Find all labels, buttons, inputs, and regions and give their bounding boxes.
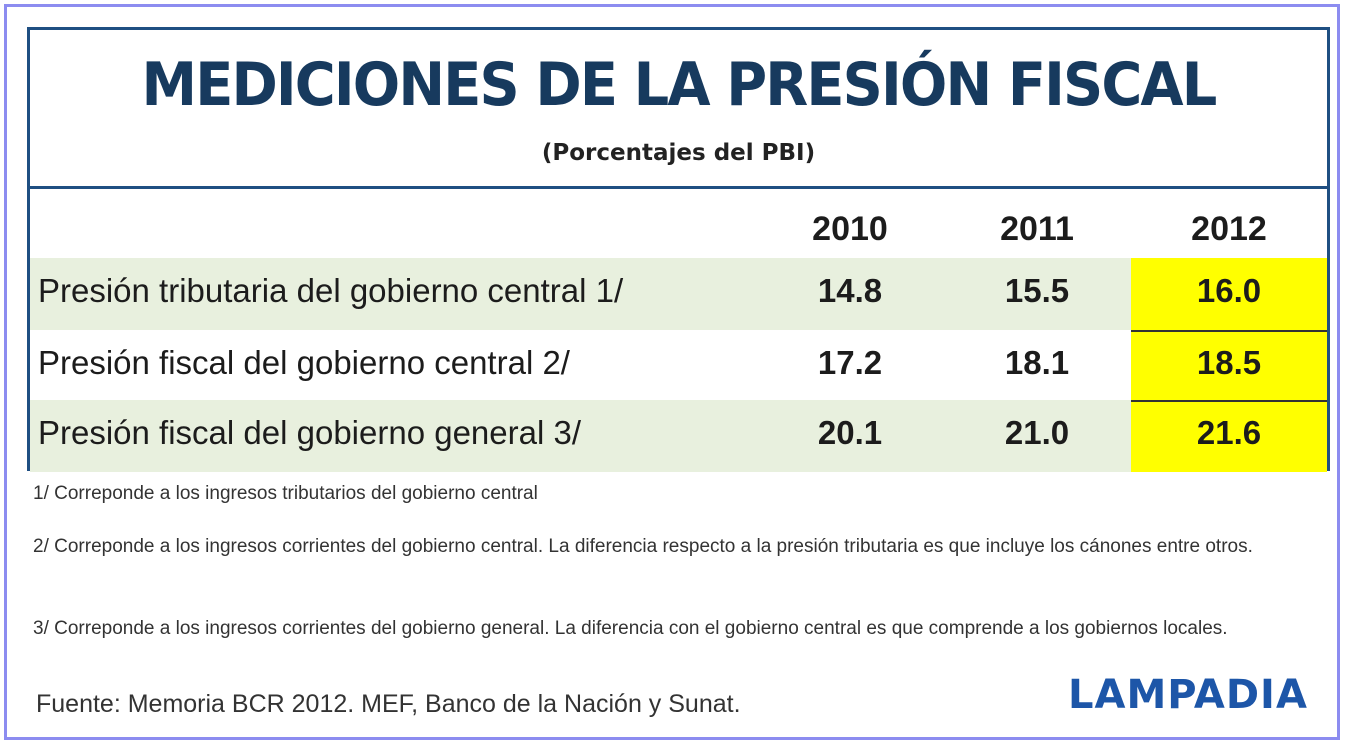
cell-value: 18.1 [1004,344,1070,381]
cell-value: 14.8 [817,272,883,309]
cell-value-highlight: 16.0 [1196,272,1262,309]
footnote-2: 2/ Correponde a los ingresos corrientes … [33,536,1253,557]
row-label: Presión tributaria del gobierno central … [38,272,624,309]
column-header-2012: 2012 [1191,210,1267,248]
highlight-cell [1131,330,1327,402]
highlight-cell [1131,400,1327,472]
source-note: Fuente: Memoria BCR 2012. MEF, Banco de … [36,690,741,718]
cell-value: 20.1 [817,414,883,451]
footnote-3: 3/ Correponde a los ingresos corrientes … [33,618,1228,639]
row-label: Presión fiscal del gobierno general 3/ [38,414,582,451]
table-title: MEDICIONES DE LA PRESIÓN FISCAL [141,50,1218,120]
outer-frame [4,4,1340,740]
cell-value-highlight: 18.5 [1196,344,1262,381]
cell-value: 17.2 [817,344,883,381]
table-subtitle: (Porcentajes del PBI) [541,140,816,166]
cell-value: 21.0 [1004,414,1070,451]
highlight-cell [1131,258,1327,330]
column-header-2011: 2011 [1000,210,1074,248]
lampadia-logo: LAMPADIA [1068,672,1308,718]
cell-value-highlight: 21.6 [1196,414,1262,451]
table-row: Presión fiscal del gobierno central 2/ 1… [30,330,1327,402]
column-header-2010: 2010 [812,210,888,248]
data-table: MEDICIONES DE LA PRESIÓN FISCAL (Porcent… [27,27,1330,472]
footnote-1: 1/ Correponde a los ingresos tributarios… [33,483,538,504]
table-row: Presión tributaria del gobierno central … [30,258,1327,330]
cell-value: 15.5 [1004,272,1070,309]
table-row: Presión fiscal del gobierno general 3/ 2… [30,400,1327,472]
title-divider [30,186,1327,189]
row-label: Presión fiscal del gobierno central 2/ [38,344,570,381]
